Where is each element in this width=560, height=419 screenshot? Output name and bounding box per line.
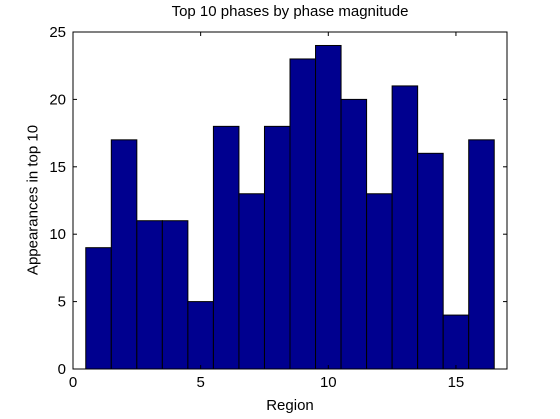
y-tick-label: 10 (49, 226, 66, 243)
bar-region-9 (290, 59, 316, 369)
x-tick-label: 0 (69, 374, 77, 391)
y-tick-label: 20 (49, 91, 66, 108)
bar-region-8 (264, 126, 290, 369)
x-tick-label: 15 (448, 374, 465, 391)
bar-region-4 (162, 221, 188, 369)
bar-region-7 (239, 194, 265, 369)
y-tick-label: 5 (58, 294, 66, 311)
bar-region-15 (443, 315, 469, 369)
bar-region-1 (86, 248, 112, 369)
x-tick-label: 5 (196, 374, 204, 391)
bar-region-6 (213, 126, 239, 369)
bar-region-3 (137, 221, 163, 369)
bar-region-10 (316, 45, 342, 369)
bars-group (86, 45, 494, 369)
bar-region-16 (469, 140, 495, 369)
bar-region-5 (188, 302, 214, 369)
bar-region-11 (341, 99, 367, 369)
bar-region-2 (111, 140, 137, 369)
bar-region-14 (418, 153, 444, 369)
bar-region-12 (367, 194, 393, 369)
x-tick-label: 10 (320, 374, 337, 391)
y-tick-label: 15 (49, 159, 66, 176)
bar-region-13 (392, 86, 418, 369)
y-tick-label: 0 (58, 361, 66, 378)
y-tick-label: 25 (49, 24, 66, 41)
